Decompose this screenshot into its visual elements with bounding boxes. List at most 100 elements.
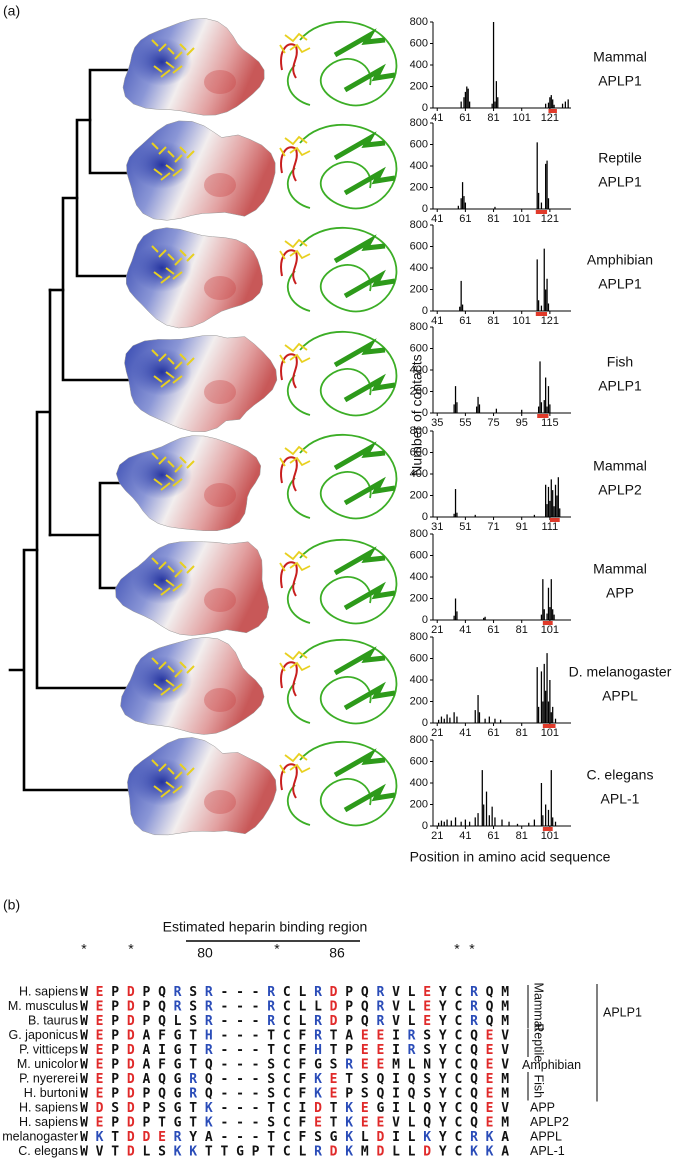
- bar: [547, 809, 550, 826]
- bar: [460, 101, 462, 108]
- y-axis-label: Number of contacts: [409, 354, 425, 475]
- protein-surface: [127, 737, 277, 836]
- x-tick-label: 41: [459, 624, 471, 636]
- bar: [501, 819, 503, 826]
- heparin-region: [542, 827, 553, 831]
- y-tick-label: 800: [410, 631, 428, 643]
- bar: [499, 719, 502, 723]
- conserved-star: *: [454, 941, 460, 957]
- bar: [553, 506, 555, 517]
- x-tick-label: 81: [487, 315, 499, 327]
- acidic-patch: [204, 70, 236, 94]
- y-tick-label: 400: [410, 160, 428, 172]
- bar: [453, 615, 455, 620]
- x-tick-label: 95: [516, 417, 528, 429]
- heparin: [151, 452, 195, 491]
- bar: [528, 822, 530, 826]
- y-tick-label: 400: [410, 674, 428, 686]
- chart-title: Mammal: [593, 49, 647, 65]
- y-tick-label: 200: [410, 489, 428, 501]
- bar: [543, 248, 545, 311]
- bar: [464, 91, 467, 108]
- x-tick-label: 41: [459, 830, 471, 842]
- cartoon-heparin: [279, 342, 311, 364]
- bar: [477, 813, 479, 826]
- cartoon-coil: [286, 740, 398, 827]
- bar: [549, 680, 551, 723]
- x-tick-label: 41: [431, 315, 443, 327]
- bar: [545, 484, 547, 517]
- bar: [559, 508, 561, 517]
- cartoon-coil: [286, 638, 398, 725]
- bar: [495, 81, 498, 108]
- bar: [495, 408, 498, 413]
- bar: [460, 821, 462, 826]
- bar: [456, 716, 458, 723]
- x-tick-label: 41: [431, 112, 443, 124]
- y-tick-label: 200: [410, 798, 428, 810]
- x-tick-label: 61: [487, 830, 499, 842]
- x-tick-label: 51: [459, 521, 471, 533]
- heparin: [151, 759, 195, 798]
- chart-title: APL-1: [601, 791, 640, 807]
- bar: [553, 104, 555, 108]
- bar: [546, 504, 548, 517]
- bar: [453, 404, 455, 413]
- conserved-star: *: [128, 941, 134, 957]
- bar: [521, 409, 523, 413]
- bar: [550, 579, 552, 620]
- y-tick-label: 800: [410, 528, 428, 540]
- heparin-region: [548, 109, 557, 113]
- cartoon-heparin: [279, 550, 311, 572]
- acidic-patch: [204, 588, 236, 612]
- bar: [454, 598, 457, 620]
- heparin: [151, 557, 195, 596]
- basic-patch: [132, 451, 192, 499]
- bar: [453, 513, 455, 517]
- y-tick-label: 800: [410, 219, 428, 231]
- bar: [537, 706, 540, 723]
- bar: [545, 289, 547, 311]
- y-tick-label: 400: [410, 468, 428, 480]
- y-tick-label: 800: [410, 425, 428, 437]
- bar: [477, 695, 479, 723]
- conserved-star: *: [274, 941, 280, 957]
- y-tick-label: 800: [410, 321, 428, 333]
- bar: [543, 663, 545, 723]
- protein-label: APPL: [530, 1129, 562, 1143]
- bar: [450, 820, 452, 826]
- cartoon-heparin: [279, 135, 311, 157]
- bar: [546, 160, 548, 209]
- x-tick-label: 81: [516, 830, 528, 842]
- bar: [492, 22, 495, 108]
- bar: [456, 402, 458, 413]
- panel-label: (b): [3, 897, 20, 913]
- bar: [546, 613, 548, 620]
- bar: [477, 396, 479, 413]
- bar: [543, 609, 545, 620]
- y-tick-label: 600: [410, 138, 428, 150]
- bar: [468, 821, 471, 826]
- bar: [440, 820, 443, 826]
- x-tick-label: 91: [516, 521, 528, 533]
- protein-label: APL-1: [530, 1144, 565, 1158]
- cartoon-strand: [333, 234, 396, 299]
- y-tick-label: 400: [410, 59, 428, 71]
- conserved-star: *: [469, 941, 475, 957]
- x-tick-label: 41: [459, 727, 471, 739]
- bar: [545, 804, 547, 826]
- bar: [536, 259, 538, 311]
- bar: [547, 486, 550, 517]
- species-name: M. musculus: [8, 999, 78, 1013]
- chart-title: Mammal: [593, 561, 647, 577]
- heparin: [151, 349, 195, 388]
- bar: [454, 489, 457, 517]
- acidic-patch: [204, 790, 236, 814]
- y-tick-label: 600: [410, 652, 428, 664]
- bar: [453, 712, 455, 723]
- heparin: [151, 142, 195, 181]
